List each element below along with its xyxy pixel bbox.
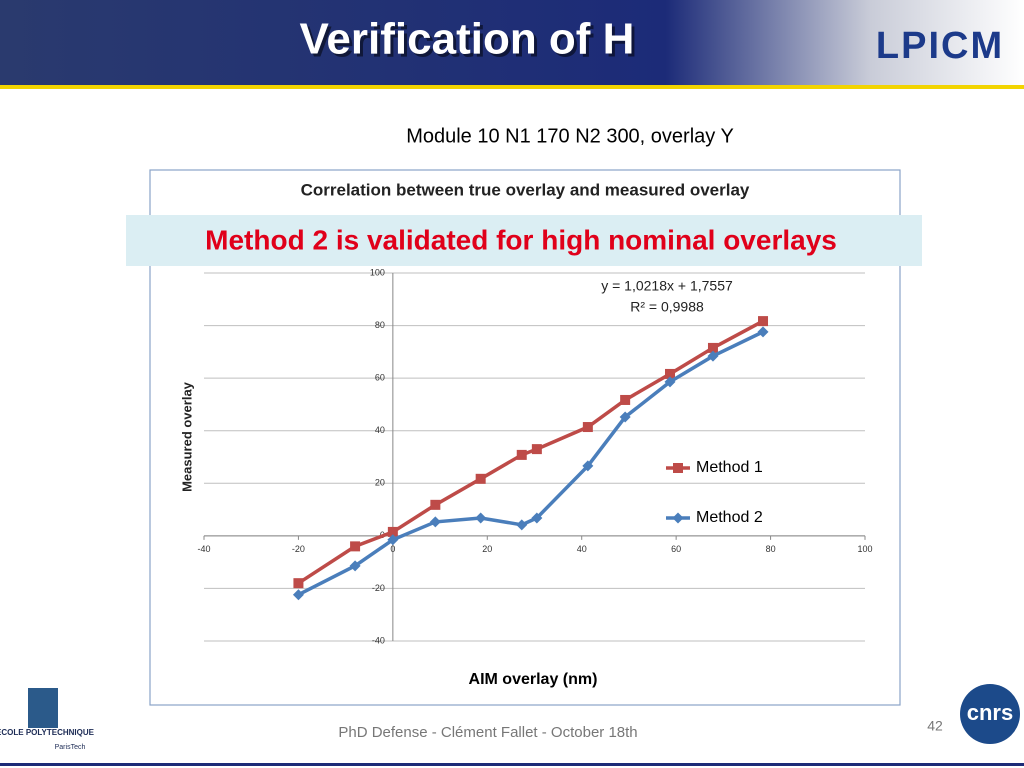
y-tick-label: -20 bbox=[372, 583, 385, 593]
legend-item: Method 1 bbox=[666, 459, 763, 476]
cnrs-circle bbox=[960, 684, 1020, 744]
marker bbox=[664, 376, 676, 388]
header-band bbox=[0, 0, 1024, 85]
y-tick-label: -40 bbox=[372, 635, 385, 645]
legend-label: Method 1 bbox=[696, 459, 763, 476]
marker bbox=[619, 411, 631, 423]
marker bbox=[387, 526, 398, 537]
cnrs-logo: cnrs bbox=[967, 700, 1013, 725]
marker bbox=[387, 534, 399, 546]
marker bbox=[429, 516, 441, 528]
marker bbox=[582, 422, 593, 433]
marker bbox=[758, 316, 769, 327]
marker bbox=[582, 460, 594, 472]
x-tick-label: -40 bbox=[197, 544, 210, 554]
x-tick-label: 0 bbox=[390, 544, 395, 554]
legend-label: Method 2 bbox=[696, 509, 763, 526]
marker bbox=[531, 512, 543, 524]
x-tick-label: 20 bbox=[482, 544, 492, 554]
marker bbox=[350, 541, 361, 552]
x-tick-label: 40 bbox=[577, 544, 587, 554]
marker bbox=[707, 350, 719, 362]
subtitle: Module 10 N1 170 N2 300, overlay Y bbox=[406, 125, 734, 147]
trend-r2: R² = 0,9988 bbox=[630, 299, 704, 315]
marker bbox=[516, 519, 528, 531]
marker bbox=[665, 368, 676, 379]
y-tick-label: 60 bbox=[375, 373, 385, 383]
marker bbox=[672, 512, 684, 524]
x-tick-label: 100 bbox=[857, 544, 872, 554]
x-axis-label: AIM overlay (nm) bbox=[469, 671, 598, 688]
y-axis-label: Measured overlay bbox=[179, 381, 194, 492]
y-tick-label: 40 bbox=[375, 425, 385, 435]
title-shadow: Verification of H bbox=[303, 18, 638, 67]
marker bbox=[757, 326, 769, 338]
header-rule bbox=[0, 85, 1024, 89]
school-sub: ParisTech bbox=[55, 744, 86, 751]
marker bbox=[516, 449, 527, 460]
marker bbox=[673, 463, 683, 473]
x-tick-label: -20 bbox=[292, 544, 305, 554]
marker bbox=[620, 394, 631, 405]
series-line bbox=[297, 319, 764, 585]
banner-box bbox=[126, 215, 922, 266]
page-number: 42 bbox=[927, 718, 943, 734]
marker bbox=[475, 512, 487, 524]
school-crest bbox=[28, 688, 58, 728]
legend-item: Method 2 bbox=[666, 509, 763, 526]
slide-title: Verification of H bbox=[300, 15, 635, 64]
marker bbox=[707, 342, 718, 353]
y-tick-label: 20 bbox=[375, 478, 385, 488]
school-logo: ÉCOLE POLYTECHNIQUE bbox=[0, 728, 95, 737]
marker bbox=[349, 560, 361, 572]
y-tick-label: 100 bbox=[370, 267, 385, 277]
lpicm-logo: LPICM bbox=[876, 25, 1004, 67]
marker bbox=[293, 578, 304, 589]
y-tick-label: 80 bbox=[375, 320, 385, 330]
banner-text: Method 2 is validated for high nominal o… bbox=[205, 224, 837, 255]
marker bbox=[430, 499, 441, 510]
trend-equation: y = 1,0218x + 1,7557 bbox=[601, 278, 733, 294]
chart-title: Correlation between true overlay and mea… bbox=[301, 180, 750, 199]
footer-text: PhD Defense - Clément Fallet - October 1… bbox=[338, 724, 637, 741]
marker bbox=[475, 473, 486, 484]
x-tick-label: 60 bbox=[671, 544, 681, 554]
marker bbox=[531, 444, 542, 455]
marker bbox=[292, 589, 304, 601]
series-line bbox=[297, 330, 764, 597]
footer-rule bbox=[0, 763, 1024, 766]
x-tick-label: 80 bbox=[766, 544, 776, 554]
